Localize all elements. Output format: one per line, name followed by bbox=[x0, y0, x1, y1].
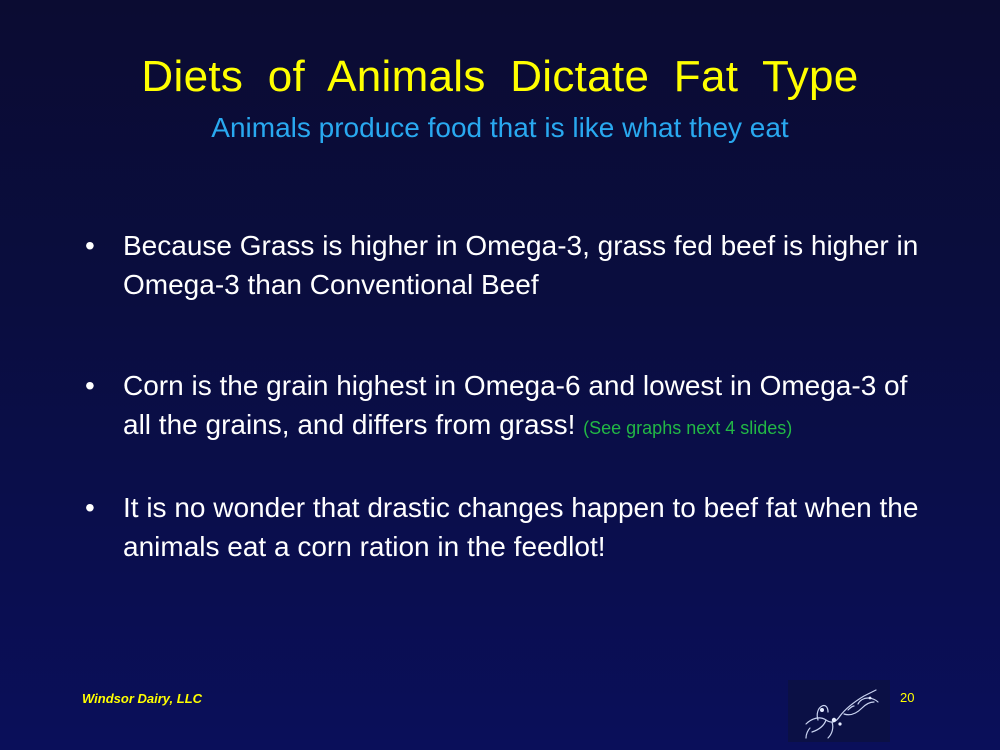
slide-subtitle: Animals produce food that is like what t… bbox=[211, 112, 789, 143]
bullet-marker: • bbox=[85, 492, 95, 523]
page-number: 20 bbox=[900, 690, 915, 705]
bullet-text: Because Grass is higher in Omega-3, gras… bbox=[123, 230, 919, 300]
bullet-item: • Corn is the grain highest in Omega-6 a… bbox=[80, 366, 940, 444]
slide-title: Diets of Animals Dictate Fat Type bbox=[141, 52, 859, 101]
bullet-text: Corn is the grain highest in Omega-6 and… bbox=[123, 370, 908, 440]
bullet-note: (See graphs next 4 slides) bbox=[583, 418, 793, 438]
bullet-item: • Because Grass is higher in Omega-3, gr… bbox=[80, 226, 940, 304]
bullet-marker: • bbox=[85, 370, 95, 401]
bullet-marker: • bbox=[85, 230, 95, 261]
cow-sketch-icon bbox=[788, 680, 890, 742]
bullet-item: • It is no wonder that drastic changes h… bbox=[80, 488, 940, 566]
footer-company: Windsor Dairy, LLC bbox=[82, 691, 203, 706]
logo-drawing bbox=[805, 689, 879, 739]
bullet-text: It is no wonder that drastic changes hap… bbox=[123, 492, 919, 562]
bullet-list: • Because Grass is higher in Omega-3, gr… bbox=[80, 226, 940, 566]
